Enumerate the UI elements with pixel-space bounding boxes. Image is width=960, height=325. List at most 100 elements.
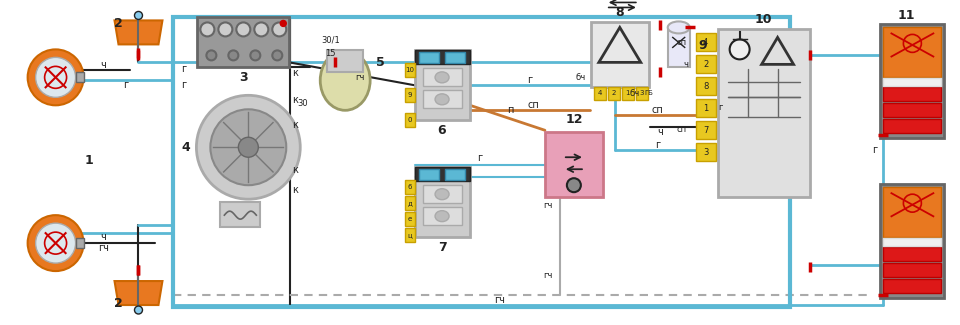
- Bar: [76, 238, 84, 248]
- Bar: [883, 238, 942, 246]
- Text: 15: 15: [325, 49, 335, 58]
- Bar: [718, 30, 809, 197]
- Circle shape: [28, 215, 84, 271]
- Text: к: к: [293, 68, 299, 78]
- Text: к: к: [293, 95, 299, 105]
- Bar: [594, 87, 606, 100]
- Bar: [405, 228, 415, 242]
- Bar: [880, 24, 945, 138]
- Circle shape: [218, 22, 232, 36]
- Bar: [883, 87, 942, 101]
- Text: ч: ч: [657, 127, 662, 137]
- Bar: [880, 184, 945, 298]
- Text: 11: 11: [898, 9, 915, 22]
- Bar: [198, 18, 289, 67]
- Bar: [696, 55, 715, 73]
- Bar: [636, 87, 648, 100]
- Bar: [883, 247, 942, 261]
- Polygon shape: [114, 20, 162, 45]
- Text: 1: 1: [703, 104, 708, 113]
- Circle shape: [201, 22, 214, 36]
- Bar: [405, 88, 415, 102]
- Text: г: г: [180, 80, 186, 90]
- Bar: [696, 77, 715, 95]
- Circle shape: [273, 22, 286, 36]
- Ellipse shape: [321, 50, 371, 110]
- Bar: [445, 52, 465, 63]
- Bar: [423, 207, 462, 225]
- Bar: [696, 121, 715, 139]
- Text: к: к: [293, 120, 299, 130]
- Bar: [423, 90, 462, 108]
- Bar: [883, 119, 942, 133]
- Text: 5: 5: [375, 56, 385, 69]
- Bar: [883, 279, 942, 293]
- Text: е: е: [408, 216, 412, 222]
- Bar: [696, 33, 715, 51]
- Text: 7: 7: [438, 240, 446, 254]
- Circle shape: [197, 95, 300, 199]
- Bar: [883, 103, 942, 117]
- Text: 1: 1: [84, 154, 93, 167]
- Text: д: д: [408, 200, 413, 206]
- Bar: [420, 52, 439, 63]
- Text: гч: гч: [543, 271, 553, 280]
- Ellipse shape: [435, 211, 449, 222]
- Text: 10: 10: [405, 67, 415, 73]
- Bar: [445, 169, 465, 180]
- Text: 2: 2: [114, 296, 123, 309]
- Circle shape: [273, 50, 282, 60]
- Ellipse shape: [435, 189, 449, 200]
- Text: к: к: [293, 165, 299, 175]
- Text: 6: 6: [438, 124, 446, 137]
- Text: 1: 1: [626, 90, 630, 96]
- Bar: [668, 30, 689, 67]
- Bar: [327, 50, 363, 72]
- Bar: [545, 132, 603, 197]
- Text: г: г: [180, 64, 186, 74]
- Text: сп: сп: [677, 125, 686, 134]
- Text: ГБ: ГБ: [644, 90, 653, 96]
- Text: 3: 3: [703, 148, 708, 157]
- Circle shape: [134, 306, 142, 314]
- Text: 2: 2: [703, 60, 708, 69]
- Bar: [405, 63, 415, 77]
- Polygon shape: [114, 281, 162, 305]
- Text: 9: 9: [408, 92, 413, 98]
- Text: гч: гч: [543, 201, 553, 210]
- Text: 8: 8: [703, 82, 708, 91]
- Circle shape: [730, 39, 750, 59]
- Text: 0: 0: [408, 117, 413, 123]
- Bar: [883, 78, 942, 86]
- Text: г: г: [527, 75, 533, 85]
- Text: 30: 30: [297, 99, 307, 108]
- Text: 3: 3: [639, 90, 644, 96]
- Text: сп: сп: [652, 105, 663, 115]
- Circle shape: [134, 11, 142, 20]
- Circle shape: [238, 137, 258, 157]
- Text: 3: 3: [239, 71, 248, 84]
- Bar: [608, 87, 620, 100]
- Text: сп: сп: [527, 100, 539, 110]
- Text: 30/1: 30/1: [321, 36, 340, 45]
- Text: гч: гч: [98, 243, 109, 253]
- Text: 4: 4: [181, 141, 190, 154]
- Bar: [590, 22, 649, 87]
- Text: 2: 2: [114, 17, 123, 30]
- Text: г: г: [872, 145, 877, 155]
- Bar: [405, 196, 415, 210]
- Bar: [415, 50, 470, 64]
- Circle shape: [228, 50, 238, 60]
- Text: 4: 4: [703, 38, 708, 47]
- Text: бч: бч: [630, 89, 640, 98]
- Text: г: г: [123, 80, 128, 90]
- Ellipse shape: [668, 21, 689, 33]
- Bar: [221, 202, 260, 227]
- Text: 7: 7: [703, 126, 708, 135]
- Text: 8: 8: [615, 6, 624, 19]
- Text: 10: 10: [755, 13, 773, 26]
- Circle shape: [280, 20, 286, 26]
- Circle shape: [28, 49, 84, 105]
- Bar: [423, 68, 462, 86]
- Circle shape: [236, 22, 251, 36]
